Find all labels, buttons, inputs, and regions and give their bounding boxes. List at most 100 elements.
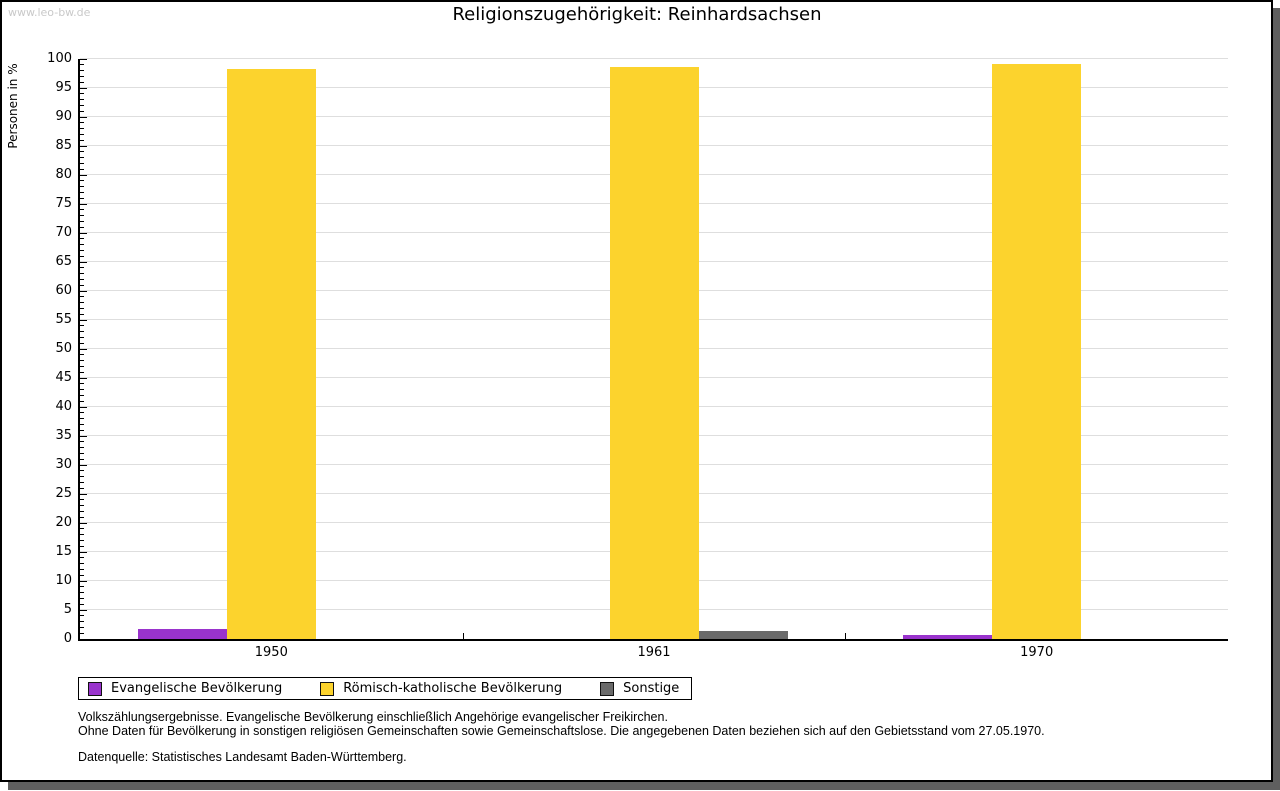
y-tick-29	[80, 470, 84, 472]
bar-1970-2	[992, 64, 1082, 639]
legend-item: Evangelische Bevölkerung	[88, 681, 282, 696]
y-tick-46	[80, 371, 84, 373]
y-tick-92	[80, 104, 84, 106]
y-tick-66	[80, 255, 84, 257]
y-tick-58	[80, 302, 84, 304]
y-tick-90	[80, 116, 87, 118]
y-tick-24	[80, 499, 84, 501]
y-tick-label-85: 85	[55, 138, 72, 153]
legend-item: Sonstige	[600, 681, 679, 696]
y-tick-13	[80, 563, 84, 565]
bar-1970-1	[903, 635, 993, 639]
gridline-100	[80, 58, 1228, 59]
y-tick-41	[80, 400, 84, 402]
y-tick-1	[80, 632, 84, 634]
y-tick-77	[80, 191, 84, 193]
y-tick-21	[80, 516, 84, 518]
y-tick-33	[80, 447, 84, 449]
y-tick-20	[80, 522, 87, 524]
y-tick-35	[80, 435, 87, 437]
y-tick-69	[80, 238, 84, 240]
y-tick-100	[80, 58, 87, 60]
legend-label: Sonstige	[623, 681, 680, 696]
y-tick-label-10: 10	[55, 573, 72, 588]
y-tick-63	[80, 273, 84, 275]
y-tick-16	[80, 545, 84, 547]
watermark: www.leo-bw.de	[8, 6, 91, 19]
y-tick-94	[80, 93, 84, 95]
y-axis-label: Personen in %	[6, 63, 20, 149]
y-tick-99	[80, 64, 84, 66]
y-tick-label-65: 65	[55, 254, 72, 269]
y-tick-label-70: 70	[55, 225, 72, 240]
y-tick-38	[80, 418, 84, 420]
chart-title: Religionszugehörigkeit: Reinhardsachsen	[452, 4, 822, 25]
data-source: Datenquelle: Statistisches Landesamt Bad…	[78, 750, 407, 764]
y-tick-55	[80, 319, 87, 321]
y-tick-73	[80, 215, 84, 217]
y-tick-36	[80, 429, 84, 431]
y-tick-30	[80, 464, 87, 466]
plot-area: 0 5 10 15 20 25 30 35 40 45 50 55 60 65 70 75 80 85 90 95 10…	[47, 51, 1228, 660]
bar-1950-2	[226, 69, 316, 639]
y-tick-label-30: 30	[55, 457, 72, 472]
y-tick-71	[80, 226, 84, 228]
x-tick-2	[845, 633, 847, 639]
y-tick-label-35: 35	[55, 428, 72, 443]
y-tick-78	[80, 186, 84, 188]
bar-1961-3	[698, 631, 788, 639]
y-tick-98	[80, 70, 84, 72]
y-tick-79	[80, 180, 84, 182]
x-tick-label-1970: 1970	[1020, 645, 1054, 660]
y-tick-44	[80, 383, 84, 385]
footnote-line-2: Ohne Daten für Bevölkerung in sonstigen …	[78, 724, 1045, 738]
y-tick-89	[80, 122, 84, 124]
y-tick-76	[80, 197, 84, 199]
x-tick-1	[462, 633, 464, 639]
y-tick-19	[80, 528, 84, 530]
y-tick-3	[80, 621, 84, 623]
y-tick-label-100: 100	[47, 51, 72, 66]
y-tick-81	[80, 168, 84, 170]
footnote-line-1: Volkszählungsergebnisse. Evangelische Be…	[78, 710, 668, 724]
y-tick-51	[80, 342, 84, 344]
y-tick-28	[80, 476, 84, 478]
y-tick-14	[80, 557, 84, 559]
y-tick-label-60: 60	[55, 283, 72, 298]
legend: Evangelische Bevölkerung Römisch-katholis…	[78, 677, 693, 700]
y-tick-88	[80, 128, 84, 130]
y-tick-17	[80, 539, 84, 541]
y-tick-15	[80, 551, 87, 553]
y-tick-72	[80, 220, 84, 222]
y-tick-48	[80, 360, 84, 362]
y-tick-label-15: 15	[55, 544, 72, 559]
y-tick-label-45: 45	[55, 370, 72, 385]
y-tick-9	[80, 586, 84, 588]
y-tick-label-55: 55	[55, 312, 72, 327]
y-tick-49	[80, 354, 84, 356]
y-tick-96	[80, 81, 84, 83]
y-tick-52	[80, 336, 84, 338]
y-tick-75	[80, 203, 87, 205]
y-tick-label-20: 20	[55, 515, 72, 530]
y-tick-54	[80, 325, 84, 327]
bar-1950-1	[137, 629, 227, 639]
y-tick-61	[80, 284, 84, 286]
legend-swatch-icon	[88, 681, 102, 696]
y-tick-45	[80, 377, 87, 379]
y-axis-line	[78, 59, 80, 641]
y-tick-2	[80, 626, 84, 628]
y-tick-64	[80, 267, 84, 269]
y-tick-5	[80, 609, 87, 611]
y-tick-67	[80, 249, 84, 251]
y-tick-10	[80, 580, 87, 582]
y-tick-68	[80, 244, 84, 246]
y-tick-11	[80, 574, 84, 576]
y-tick-93	[80, 99, 84, 101]
y-tick-70	[80, 232, 87, 234]
y-tick-label-75: 75	[55, 196, 72, 211]
bar-1961-2	[609, 67, 699, 639]
y-tick-32	[80, 452, 84, 454]
x-tick-label-1950: 1950	[254, 645, 288, 660]
